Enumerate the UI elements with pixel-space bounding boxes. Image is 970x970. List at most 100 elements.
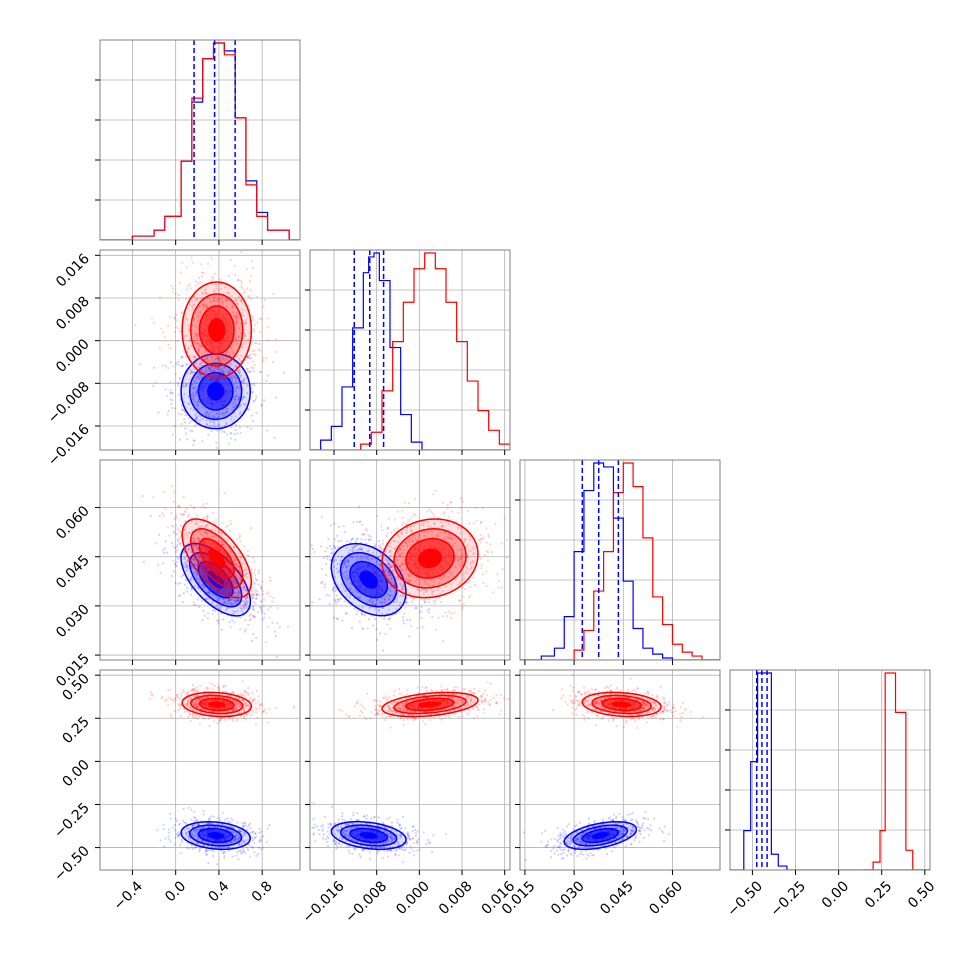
scatter-point: [380, 525, 383, 528]
scatter-point: [231, 819, 234, 822]
scatter-point: [239, 830, 243, 833]
scatter-point: [333, 586, 337, 589]
scatter-point: [254, 597, 257, 600]
scatter-point: [337, 545, 340, 549]
scatter-point: [231, 583, 234, 586]
scatter-point: [234, 834, 237, 838]
scatter-point: [340, 559, 343, 562]
scatter-point: [237, 599, 240, 602]
scatter-point: [177, 381, 180, 384]
scatter-point: [194, 578, 197, 581]
scatter-point: [349, 541, 352, 544]
scatter-point: [170, 391, 173, 394]
scatter-point: [434, 628, 438, 631]
scatter-point: [410, 531, 413, 534]
scatter-point: [251, 390, 254, 393]
scatter-point: [175, 545, 178, 549]
scatter-point: [194, 545, 197, 548]
scatter-point: [333, 546, 336, 549]
scatter-point: [198, 587, 201, 590]
scatter-point: [392, 539, 395, 543]
scatter-point: [207, 535, 210, 538]
scatter-point: [185, 566, 188, 569]
scatter-point: [194, 539, 197, 543]
scatter-point: [223, 403, 226, 406]
scatter-point: [200, 345, 203, 348]
scatter-point: [438, 582, 441, 585]
scatter-point: [248, 855, 252, 858]
scatter-point: [402, 521, 405, 524]
scatter-point: [243, 603, 246, 606]
scatter-point: [219, 356, 222, 360]
scatter-point: [374, 603, 377, 607]
scatter-point: [170, 512, 173, 515]
scatter-point: [266, 317, 269, 320]
scatter-point: [376, 587, 379, 591]
scatter-point: [244, 602, 247, 606]
scatter-point: [202, 813, 206, 816]
scatter-point: [215, 366, 218, 370]
scatter-point: [439, 601, 443, 604]
scatter-point: [340, 583, 343, 586]
scatter-point: [424, 600, 427, 603]
scatter-point: [185, 266, 188, 269]
scatter-point: [234, 568, 237, 571]
scatter-point: [401, 588, 404, 591]
scatter-point: [416, 539, 419, 542]
scatter-point: [202, 503, 205, 506]
scatter-point: [386, 527, 389, 530]
scatter-point: [221, 521, 224, 525]
scatter-point: [251, 349, 254, 353]
scatter-point: [195, 514, 198, 517]
scatter-point: [368, 607, 371, 610]
scatter-point: [176, 339, 180, 343]
scatter-point: [403, 540, 407, 544]
scatter-point: [187, 545, 190, 549]
scatter-point: [183, 538, 186, 541]
scatter-point: [193, 335, 196, 338]
scatter-point: [188, 354, 191, 358]
scatter-point: [170, 575, 174, 578]
scatter-point: [461, 608, 464, 611]
scatter-point: [221, 362, 224, 365]
scatter-point: [217, 415, 220, 419]
scatter-point: [194, 386, 197, 389]
scatter-point: [169, 389, 172, 392]
scatter-point: [393, 540, 397, 543]
scatter-point: [195, 522, 199, 525]
scatter-point: [472, 576, 475, 579]
scatter-point: [345, 566, 348, 569]
scatter-point: [252, 614, 255, 617]
scatter-point: [202, 586, 206, 589]
scatter-point: [192, 439, 195, 442]
scatter-point: [428, 508, 431, 511]
scatter-point: [229, 550, 232, 553]
scatter-point: [207, 297, 210, 300]
scatter-point: [393, 518, 396, 521]
scatter-point: [458, 557, 461, 560]
scatter-point: [370, 605, 373, 608]
scatter-point: [227, 354, 230, 358]
scatter-point: [211, 529, 215, 532]
scatter-point: [139, 363, 142, 366]
scatter-point: [218, 400, 221, 403]
scatter-point: [182, 574, 185, 577]
scatter-point: [182, 529, 186, 532]
scatter-point: [238, 602, 242, 605]
scatter-point: [246, 572, 249, 575]
scatter-point: [179, 271, 182, 274]
scatter-point: [187, 830, 190, 833]
scatter-point: [214, 358, 217, 361]
scatter-point: [473, 551, 476, 554]
scatter-point: [183, 528, 186, 531]
scatter-point: [355, 549, 358, 552]
scatter-point: [190, 593, 193, 597]
scatter-point: [234, 834, 237, 838]
scatter-point: [405, 528, 409, 531]
scatter-point: [240, 852, 243, 855]
scatter-point: [459, 599, 462, 602]
scatter-point: [447, 610, 451, 613]
scatter-point: [193, 355, 197, 359]
scatter-point: [242, 830, 245, 833]
scatter-point: [169, 840, 172, 843]
